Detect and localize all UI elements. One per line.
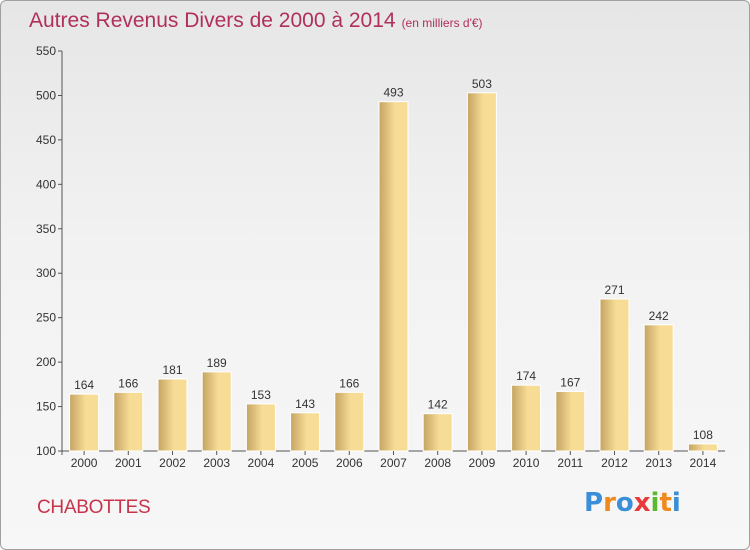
y-tick-label: 500 bbox=[36, 88, 56, 102]
bar bbox=[334, 391, 365, 452]
bar bbox=[378, 101, 409, 452]
logo-letter: r bbox=[603, 488, 616, 518]
chart-title-text: Autres Revenus Divers de 2000 à 2014 bbox=[29, 9, 396, 32]
bar-value-label: 242 bbox=[649, 309, 669, 323]
bar-value-label: 189 bbox=[207, 356, 227, 370]
x-tick-label: 2009 bbox=[469, 456, 496, 470]
chart-subtitle: (en milliers d'€) bbox=[401, 16, 483, 30]
x-tick-label: 2006 bbox=[336, 456, 363, 470]
x-tick-label: 2007 bbox=[380, 456, 407, 470]
x-tick-label: 2012 bbox=[601, 456, 628, 470]
bar-value-label: 271 bbox=[604, 283, 624, 297]
y-tick-label: 300 bbox=[36, 266, 56, 280]
bar bbox=[157, 378, 188, 452]
logo-letter: i bbox=[671, 488, 681, 518]
x-tick-label: 2014 bbox=[690, 456, 717, 470]
bar-value-label: 166 bbox=[339, 376, 359, 390]
x-tick-label: 2004 bbox=[248, 456, 275, 470]
y-tick-label: 250 bbox=[36, 311, 56, 325]
y-tick-label: 400 bbox=[36, 177, 56, 191]
bar bbox=[643, 324, 674, 452]
bar-value-label: 166 bbox=[118, 376, 138, 390]
proxiti-logo: Proxiti bbox=[584, 488, 681, 518]
logo-letter: t bbox=[659, 488, 672, 518]
bar bbox=[69, 393, 100, 452]
bar bbox=[687, 443, 718, 452]
y-tick-label: 550 bbox=[36, 44, 56, 58]
bar-value-label: 108 bbox=[693, 428, 713, 442]
logo-letter: P bbox=[584, 488, 604, 518]
bar bbox=[422, 413, 453, 452]
bar bbox=[599, 298, 630, 452]
logo-letter: o bbox=[615, 488, 634, 518]
bar-value-label: 181 bbox=[162, 363, 182, 377]
bar-value-label: 142 bbox=[428, 398, 448, 412]
x-tick-label: 2011 bbox=[557, 456, 583, 470]
bar bbox=[113, 391, 144, 452]
bar bbox=[466, 92, 497, 452]
commune-name: CHABOTTES bbox=[37, 497, 151, 518]
x-tick-label: 2002 bbox=[159, 456, 186, 470]
chart-title: Autres Revenus Divers de 2000 à 2014 (en … bbox=[29, 9, 483, 33]
y-tick-label: 200 bbox=[36, 355, 56, 369]
bar bbox=[511, 384, 542, 452]
bar-value-label: 167 bbox=[560, 375, 580, 389]
logo-letter: x bbox=[633, 488, 651, 518]
bar bbox=[245, 403, 276, 452]
y-tick-label: 350 bbox=[36, 222, 56, 236]
x-tick-label: 2000 bbox=[71, 456, 98, 470]
bar bbox=[555, 390, 586, 452]
x-tick-label: 2003 bbox=[203, 456, 230, 470]
x-tick-label: 2010 bbox=[513, 456, 540, 470]
bar-value-label: 174 bbox=[516, 369, 536, 383]
x-tick-label: 2013 bbox=[645, 456, 672, 470]
y-tick-label: 150 bbox=[36, 400, 56, 414]
x-tick-label: 2008 bbox=[424, 456, 451, 470]
y-tick-label: 450 bbox=[36, 133, 56, 147]
bar-value-label: 503 bbox=[472, 77, 492, 91]
x-tick-label: 2005 bbox=[292, 456, 319, 470]
logo-letter: i bbox=[650, 488, 660, 518]
bar-value-label: 164 bbox=[74, 378, 94, 392]
bar-value-label: 153 bbox=[251, 388, 271, 402]
y-tick-label: 100 bbox=[36, 444, 56, 458]
bar bbox=[290, 412, 321, 452]
x-tick-label: 2001 bbox=[115, 456, 142, 470]
bar-value-label: 143 bbox=[295, 397, 315, 411]
bar bbox=[201, 371, 232, 452]
bar-value-label: 493 bbox=[383, 86, 403, 100]
